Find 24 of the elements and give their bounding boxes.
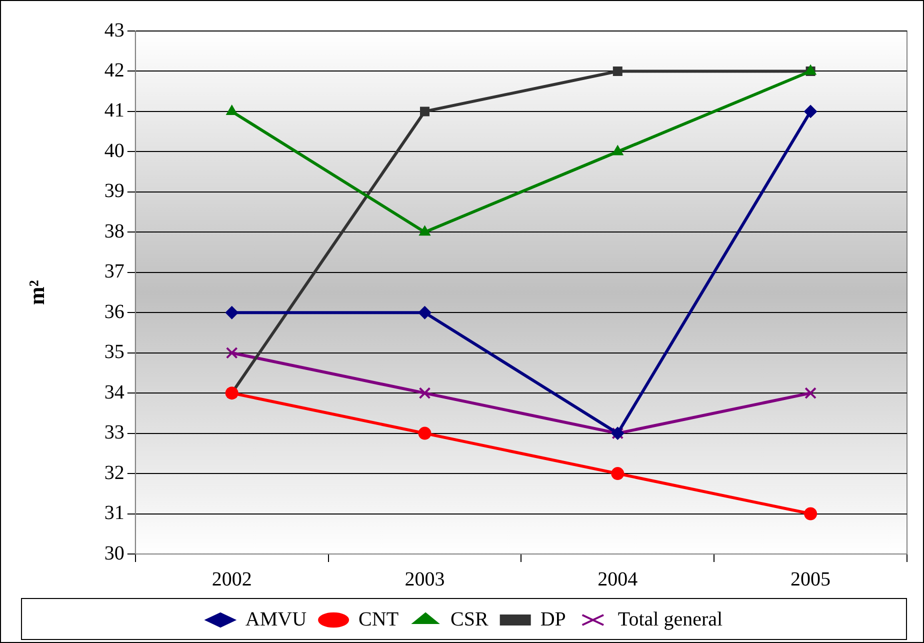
y-tick-label: 39 — [104, 180, 124, 202]
y-tick-label: 34 — [104, 381, 124, 404]
y-tick-label: 36 — [104, 300, 124, 323]
y-tick-label: 32 — [104, 462, 124, 484]
y-tick-label: 43 — [104, 19, 124, 42]
y-tick-label: 30 — [104, 542, 124, 564]
legend-label: Total general — [618, 608, 724, 630]
legend-label: DP — [540, 608, 566, 630]
x-tick-label: 2004 — [598, 568, 638, 590]
x-tick-label: 2002 — [212, 568, 252, 590]
y-tick-label: 40 — [104, 140, 124, 162]
y-tick-label: 33 — [104, 422, 124, 444]
y-tick-label: 31 — [104, 502, 124, 524]
y-tick-label: 35 — [104, 341, 124, 364]
y-tick-label: 38 — [104, 220, 124, 242]
y-tick-label: 41 — [104, 100, 124, 122]
y-axis-title: m² — [24, 280, 49, 305]
legend-label: CNT — [358, 608, 399, 630]
legend-label: AMVU — [245, 608, 308, 630]
y-tick-label: 37 — [104, 260, 124, 283]
x-tick-label: 2005 — [790, 568, 831, 590]
legend-label: CSR — [450, 608, 490, 630]
y-tick-label: 42 — [104, 59, 124, 82]
x-tick-label: 2003 — [404, 568, 445, 590]
